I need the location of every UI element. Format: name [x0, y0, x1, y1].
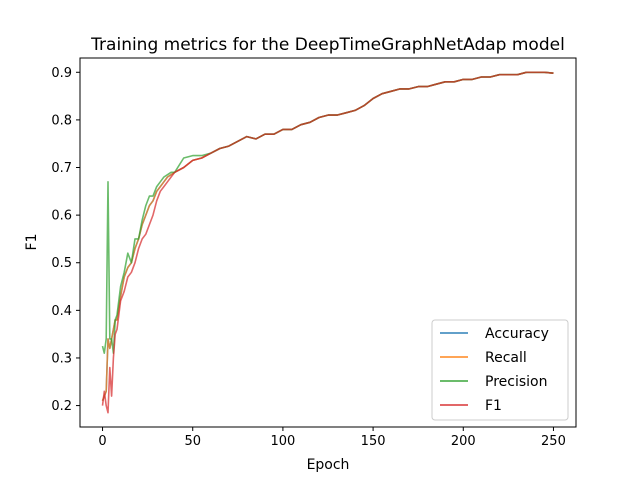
y-tick-label: 0.6 — [51, 209, 72, 224]
x-tick-label: 0 — [98, 434, 106, 449]
legend-label-recall: Recall — [485, 350, 527, 366]
legend: Accuracy Recall Precision F1 — [431, 319, 569, 421]
plot-frame — [79, 57, 577, 428]
x-tick-label: 250 — [541, 434, 566, 449]
legend-label-f1: F1 — [485, 398, 502, 414]
y-tick-label: 0.3 — [51, 351, 72, 366]
x-tick-label: 150 — [361, 434, 386, 449]
legend-label-precision: Precision — [485, 374, 547, 390]
x-tick-label: 200 — [451, 434, 476, 449]
y-tick-label: 0.9 — [51, 66, 72, 81]
y-tick-label: 0.4 — [51, 304, 72, 319]
x-axis-label: Epoch — [307, 457, 350, 473]
legend-label-accuracy: Accuracy — [485, 326, 549, 342]
y-tick-label: 0.8 — [51, 113, 72, 128]
legend-box — [431, 319, 569, 421]
y-axis-ticks: 0.2 0.3 0.4 0.5 0.6 0.7 0.8 0.9 — [51, 66, 80, 414]
x-tick-label: 50 — [184, 434, 201, 449]
plot-lines — [101, 71, 554, 414]
y-tick-label: 0.2 — [51, 399, 72, 414]
x-tick-label: 100 — [270, 434, 295, 449]
y-tick-label: 0.5 — [51, 256, 72, 271]
y-axis-label: F1 — [24, 234, 40, 251]
series-line-f1 — [101, 71, 554, 414]
chart-title: Training metrics for the DeepTimeGraphNe… — [90, 35, 565, 55]
x-axis-ticks: 0 50 100 150 200 250 — [98, 427, 566, 449]
y-tick-label: 0.7 — [51, 161, 72, 176]
